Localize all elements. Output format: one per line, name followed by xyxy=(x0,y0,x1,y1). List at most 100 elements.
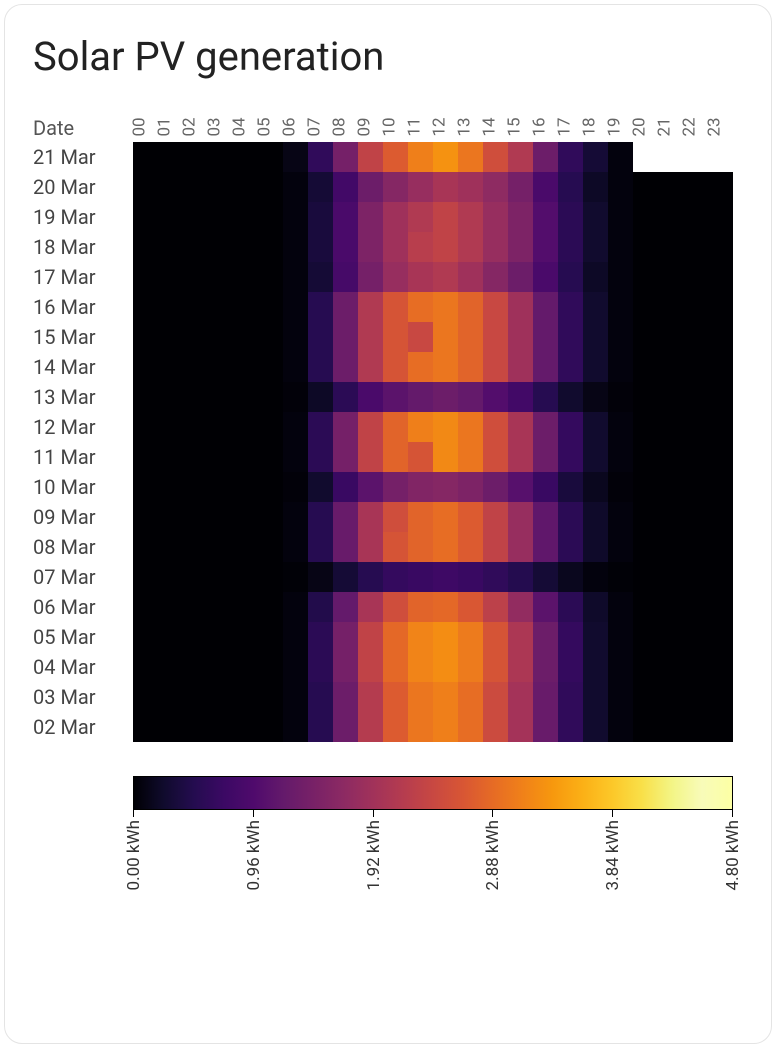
heatmap-cell xyxy=(658,412,683,442)
heatmap-cell xyxy=(183,502,208,532)
y-tick: 18 Mar xyxy=(33,232,133,262)
heatmap-cell xyxy=(208,262,233,292)
heatmap-cell xyxy=(133,292,158,322)
heatmap-cell xyxy=(483,292,508,322)
heatmap-cell xyxy=(308,562,333,592)
heatmap-cell xyxy=(683,682,708,712)
heatmap-cell xyxy=(183,532,208,562)
heatmap-cell xyxy=(658,352,683,382)
heatmap-row: 04 Mar xyxy=(33,652,743,682)
heatmap-cell xyxy=(408,532,433,562)
heatmap-cell xyxy=(508,442,533,472)
heatmap-cell xyxy=(133,412,158,442)
heatmap-cell xyxy=(183,622,208,652)
heatmap-cell xyxy=(383,172,408,202)
heatmap-cell xyxy=(208,352,233,382)
heatmap-cell xyxy=(658,172,683,202)
heatmap-cell xyxy=(408,352,433,382)
heatmap-cell xyxy=(458,712,483,742)
heatmap-cell xyxy=(283,382,308,412)
heatmap-row-cells xyxy=(133,352,733,382)
heatmap-cell xyxy=(433,382,458,412)
heatmap-cell xyxy=(708,352,733,382)
heatmap-cell xyxy=(258,172,283,202)
y-tick: 14 Mar xyxy=(33,352,133,382)
heatmap-cell xyxy=(383,142,408,172)
heatmap-cell xyxy=(533,172,558,202)
heatmap-cell xyxy=(483,562,508,592)
y-tick: 21 Mar xyxy=(33,142,133,172)
heatmap-cell xyxy=(708,682,733,712)
heatmap-cell xyxy=(433,142,458,172)
heatmap-cell xyxy=(308,442,333,472)
heatmap-row: 18 Mar xyxy=(33,232,743,262)
legend-tick-label: 2.88 kWh xyxy=(483,820,503,890)
heatmap-cell xyxy=(158,682,183,712)
legend-tick-label: 4.80 kWh xyxy=(723,820,743,890)
heatmap-cell xyxy=(133,532,158,562)
heatmap-cell xyxy=(533,562,558,592)
heatmap-cell xyxy=(458,382,483,412)
heatmap-cell xyxy=(208,292,233,322)
heatmap-cell xyxy=(283,352,308,382)
heatmap-cell xyxy=(583,172,608,202)
heatmap-row: 19 Mar xyxy=(33,202,743,232)
heatmap-cell xyxy=(633,622,658,652)
heatmap-cell xyxy=(533,712,558,742)
heatmap-cell xyxy=(558,232,583,262)
heatmap-cell xyxy=(558,352,583,382)
heatmap-cell xyxy=(608,502,633,532)
heatmap-cell xyxy=(208,472,233,502)
heatmap-row: 09 Mar xyxy=(33,502,743,532)
heatmap-cell xyxy=(383,502,408,532)
heatmap-cell xyxy=(483,202,508,232)
heatmap-row-cells xyxy=(133,592,733,622)
heatmap-cell xyxy=(633,352,658,382)
heatmap-cell xyxy=(708,592,733,622)
heatmap-cell xyxy=(233,412,258,442)
heatmap-cell xyxy=(258,142,283,172)
y-tick: 07 Mar xyxy=(33,562,133,592)
heatmap-cell xyxy=(133,592,158,622)
heatmap-cell xyxy=(258,292,283,322)
heatmap-cell xyxy=(433,262,458,292)
heatmap-cell xyxy=(633,652,658,682)
heatmap-cell xyxy=(658,442,683,472)
heatmap-cell xyxy=(583,322,608,352)
heatmap-cell xyxy=(383,262,408,292)
heatmap-cell xyxy=(458,472,483,502)
heatmap-cell xyxy=(633,532,658,562)
heatmap-cell xyxy=(383,232,408,262)
heatmap-cell xyxy=(558,712,583,742)
heatmap-cell xyxy=(483,472,508,502)
heatmap-cell xyxy=(183,262,208,292)
heatmap-cell xyxy=(633,442,658,472)
heatmap-cell xyxy=(358,712,383,742)
heatmap-cell xyxy=(708,562,733,592)
heatmap-cell xyxy=(258,472,283,502)
heatmap-cell xyxy=(333,502,358,532)
heatmap-cell xyxy=(358,352,383,382)
heatmap-cell xyxy=(583,682,608,712)
heatmap-cell xyxy=(508,592,533,622)
heatmap-cell xyxy=(383,562,408,592)
heatmap-cell xyxy=(508,352,533,382)
heatmap-cell xyxy=(258,592,283,622)
heatmap-cell xyxy=(458,322,483,352)
heatmap-cell xyxy=(483,652,508,682)
heatmap-cell xyxy=(308,712,333,742)
heatmap-cell xyxy=(283,712,308,742)
heatmap-cell xyxy=(358,562,383,592)
heatmap-cell xyxy=(683,202,708,232)
heatmap-cell xyxy=(183,382,208,412)
heatmap-cell xyxy=(358,472,383,502)
heatmap-cell xyxy=(633,292,658,322)
heatmap-cell xyxy=(558,652,583,682)
heatmap-cell xyxy=(633,712,658,742)
heatmap-cell xyxy=(658,292,683,322)
heatmap-cell xyxy=(233,712,258,742)
heatmap-cell xyxy=(358,592,383,622)
heatmap-cell xyxy=(558,532,583,562)
heatmap-grid: 21 Mar20 Mar19 Mar18 Mar17 Mar16 Mar15 M… xyxy=(33,142,743,742)
heatmap-cell xyxy=(583,262,608,292)
